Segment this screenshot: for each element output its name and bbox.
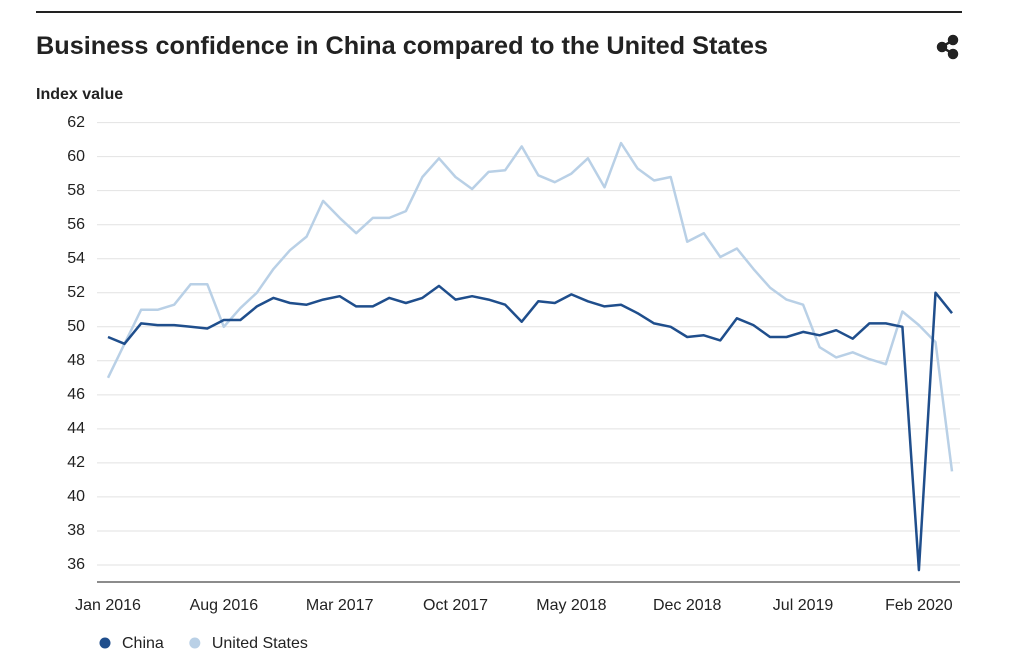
y-tick-label: 52	[67, 284, 85, 301]
y-tick-label: 62	[67, 114, 85, 131]
y-tick-label: 38	[67, 522, 85, 539]
x-tick-label: Jul 2019	[773, 597, 834, 614]
x-tick-label: May 2018	[536, 597, 606, 614]
y-tick-label: 60	[67, 148, 85, 165]
chart-title: Business confidence in China compared to…	[36, 32, 768, 60]
y-tick-label: 48	[67, 352, 85, 369]
x-tick-label: Aug 2016	[190, 597, 259, 614]
y-tick-label: 42	[67, 454, 85, 471]
x-tick-label: Oct 2017	[423, 597, 488, 614]
y-tick-label: 46	[67, 386, 85, 403]
x-tick-label: Feb 2020	[885, 597, 953, 614]
y-tick-label: 54	[67, 250, 85, 267]
x-tick-label: Dec 2018	[653, 597, 722, 614]
y-tick-label: 58	[67, 182, 85, 199]
series-line	[106, 141, 954, 472]
legend-swatch	[99, 637, 111, 649]
series-line	[107, 284, 953, 572]
y-axis-label: Index value	[36, 86, 123, 103]
y-tick-label: 50	[67, 318, 85, 335]
share-icon[interactable]	[936, 34, 959, 60]
x-tick-label: Jan 2016	[75, 597, 141, 614]
legend-swatch	[189, 637, 201, 649]
y-tick-label: 40	[67, 488, 85, 505]
y-tick-label: 44	[67, 420, 85, 437]
y-tick-label: 36	[67, 556, 85, 573]
legend-label: China	[122, 635, 164, 652]
y-tick-label: 56	[67, 216, 85, 233]
x-tick-label: Mar 2017	[306, 597, 374, 614]
legend-label: United States	[212, 635, 308, 652]
